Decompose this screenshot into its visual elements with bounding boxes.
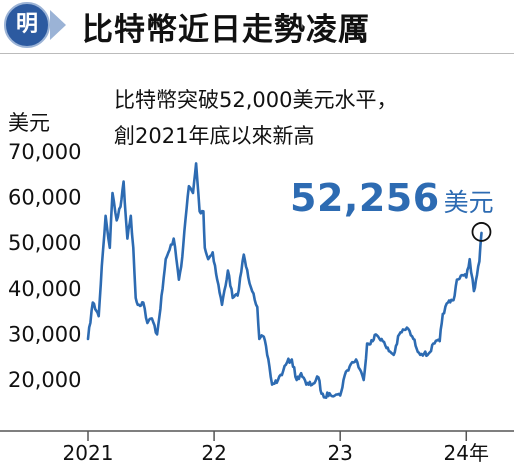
x-tick-label: 23: [327, 441, 352, 465]
badge-glyph: 明: [15, 12, 38, 37]
y-tick-label: 60,000: [8, 186, 81, 210]
x-tick-label: 2021: [63, 441, 114, 465]
price-series-line: [86, 162, 483, 399]
annotation-line-1: 比特幣突破52,000美元水平，: [114, 88, 398, 112]
y-tick-label: 70,000: [8, 140, 81, 164]
latest-price-unit: 美元: [443, 188, 494, 217]
chart-title: 比特幣近日走勢凌厲: [82, 12, 370, 48]
y-tick-label: 30,000: [8, 322, 81, 346]
title-divider: [0, 53, 514, 54]
header: 明 比特幣近日走勢凌厲: [0, 0, 514, 54]
y-tick-label: 20,000: [8, 368, 81, 392]
newspaper-logo-badge: 明: [4, 2, 50, 48]
annotation-line-2: 創2021年底以來新高: [114, 124, 315, 148]
latest-price-value: 52,256: [290, 176, 440, 220]
badge-arrow: [50, 10, 66, 40]
x-tick-label: 22: [201, 441, 226, 465]
latest-point-marker: [471, 222, 492, 242]
latest-price-callout: 52,256 美元: [290, 176, 494, 220]
y-tick-label: 50,000: [8, 231, 81, 255]
x-tick-label: 24年: [444, 441, 489, 465]
y-axis-label: 美元: [8, 111, 50, 135]
y-tick-label: 40,000: [8, 277, 81, 301]
